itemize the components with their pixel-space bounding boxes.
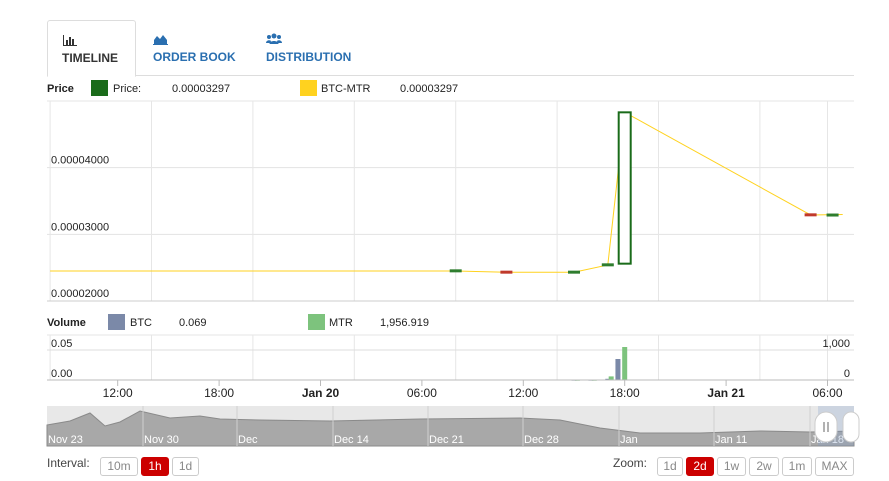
- interval-label: Interval:: [47, 456, 90, 470]
- navigator-date-label: Dec 28: [524, 434, 559, 446]
- x-tick-label: Jan 20: [302, 386, 340, 400]
- price-candle: [601, 263, 614, 267]
- price-candle: [568, 270, 580, 274]
- zoom-label: Zoom:: [613, 456, 648, 470]
- price-label: Price:: [113, 83, 142, 95]
- volume-legend: Volume BTC 0.069 MTR 1,956.919: [47, 314, 847, 332]
- navigator-date-label: Jan: [620, 434, 638, 446]
- btc-value: 0.069: [179, 317, 207, 329]
- users-icon: [266, 33, 282, 44]
- x-tick-label: 18:00: [204, 386, 234, 400]
- volume-left-tick-label: 0.00: [51, 368, 72, 380]
- price-legend-title: Price: [47, 83, 74, 95]
- x-tick-label: 12:00: [508, 386, 538, 400]
- navigator-date-label: Nov 30: [144, 434, 179, 446]
- volume-bar-btc: [605, 378, 611, 380]
- mtr-label: MTR: [329, 317, 353, 329]
- price-candle: [804, 213, 817, 217]
- pair-label: BTC-MTR: [321, 83, 371, 95]
- navigator-date-label: Dec 14: [334, 434, 369, 446]
- zoom-2d-button[interactable]: 2d: [686, 457, 714, 476]
- volume-bar-mtr: [622, 347, 628, 380]
- price-candle: [617, 111, 632, 265]
- tab-distribution[interactable]: DISTRIBUTION: [252, 20, 351, 76]
- bar-chart-icon: [63, 35, 77, 46]
- interval-10m-button[interactable]: 10m: [100, 457, 138, 476]
- zoom-1m-button[interactable]: 1m: [782, 457, 812, 476]
- tab-bar: TIMELINE ORDER BOOK DISTRIBUTION: [47, 20, 854, 77]
- interval-1d-button[interactable]: 1d: [172, 457, 199, 476]
- tab-distribution-label: DISTRIBUTION: [266, 50, 352, 64]
- zoom-2w-button[interactable]: 2w: [749, 457, 779, 476]
- volume-left-tick-label: 0.05: [51, 338, 72, 350]
- price-legend: Price Price: 0.00003297 BTC-MTR 0.000032…: [47, 80, 847, 98]
- price-swatch: [91, 80, 108, 96]
- x-tick-label: 06:00: [812, 386, 842, 400]
- navigator-date-label: Nov 23: [48, 434, 83, 446]
- mtr-swatch: [308, 314, 325, 330]
- btc-swatch: [108, 314, 125, 330]
- x-tick-label: 12:00: [103, 386, 133, 400]
- price-y-tick-label: 0.00002000: [51, 288, 109, 300]
- navigator-right-handle: [842, 411, 860, 443]
- zoom-1d-button[interactable]: 1d: [657, 457, 683, 476]
- pair-swatch: [300, 80, 317, 96]
- price-candle: [826, 213, 839, 217]
- navigator-date-label: Dec: [238, 434, 258, 446]
- btc-label: BTC: [130, 317, 152, 329]
- tab-order-book[interactable]: ORDER BOOK: [139, 20, 236, 76]
- x-tick-label: 18:00: [610, 386, 640, 400]
- price-y-tick-label: 0.00003000: [51, 221, 109, 233]
- price-candle: [449, 269, 462, 273]
- volume-right-tick-label: 0: [844, 368, 850, 380]
- tab-order-book-label: ORDER BOOK: [153, 50, 236, 64]
- x-tick-label: 06:00: [407, 386, 437, 400]
- interval-1h-button[interactable]: 1h: [141, 457, 169, 476]
- mtr-value: 1,956.919: [380, 317, 429, 329]
- price-candle: [500, 270, 513, 274]
- price-series-line: [50, 111, 843, 273]
- zoom-1w-button[interactable]: 1w: [717, 457, 746, 476]
- volume-legend-title: Volume: [47, 317, 86, 329]
- price-value: 0.00003297: [172, 83, 231, 95]
- navigator-date-label: Jan 11: [715, 434, 747, 446]
- volume-right-tick-label: 1,000: [822, 338, 850, 350]
- x-tick-label: Jan 21: [707, 386, 745, 400]
- price-y-tick-label: 0.00004000: [51, 155, 109, 167]
- volume-bar-mtr: [608, 376, 614, 380]
- navigator-date-label: Dec 21: [429, 434, 464, 446]
- volume-bar-btc: [615, 359, 621, 380]
- pair-value: 0.00003297: [400, 83, 459, 95]
- zoom-max-button[interactable]: MAX: [815, 457, 854, 476]
- tab-timeline[interactable]: TIMELINE: [47, 20, 136, 77]
- area-chart-icon: [153, 35, 168, 45]
- navigator-left-handle: [814, 411, 838, 443]
- tab-timeline-label: TIMELINE: [62, 51, 118, 65]
